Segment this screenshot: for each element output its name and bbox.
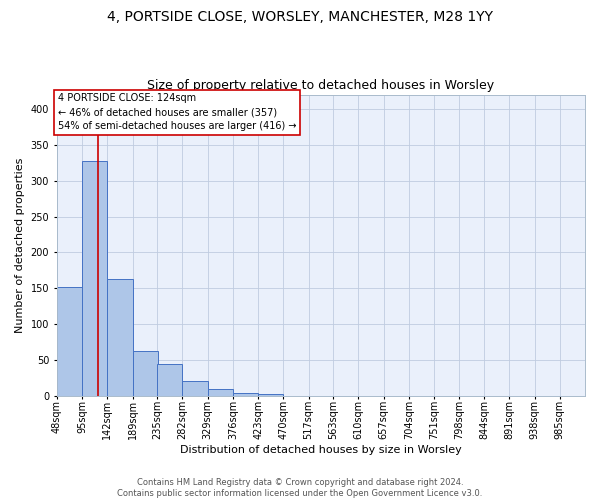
Bar — [107, 279, 133, 396]
Bar — [157, 364, 182, 396]
Text: 4, PORTSIDE CLOSE, WORSLEY, MANCHESTER, M28 1YY: 4, PORTSIDE CLOSE, WORSLEY, MANCHESTER, … — [107, 10, 493, 24]
Y-axis label: Number of detached properties: Number of detached properties — [15, 158, 25, 333]
Bar — [233, 393, 258, 396]
Text: Contains HM Land Registry data © Crown copyright and database right 2024.
Contai: Contains HM Land Registry data © Crown c… — [118, 478, 482, 498]
Bar — [133, 350, 158, 396]
Text: 4 PORTSIDE CLOSE: 124sqm
← 46% of detached houses are smaller (357)
54% of semi-: 4 PORTSIDE CLOSE: 124sqm ← 46% of detach… — [58, 94, 296, 132]
Bar — [57, 287, 82, 396]
Bar — [182, 381, 208, 396]
Title: Size of property relative to detached houses in Worsley: Size of property relative to detached ho… — [148, 79, 494, 92]
X-axis label: Distribution of detached houses by size in Worsley: Distribution of detached houses by size … — [180, 445, 462, 455]
Bar — [258, 394, 283, 396]
Bar — [208, 390, 233, 396]
Bar — [82, 160, 107, 396]
